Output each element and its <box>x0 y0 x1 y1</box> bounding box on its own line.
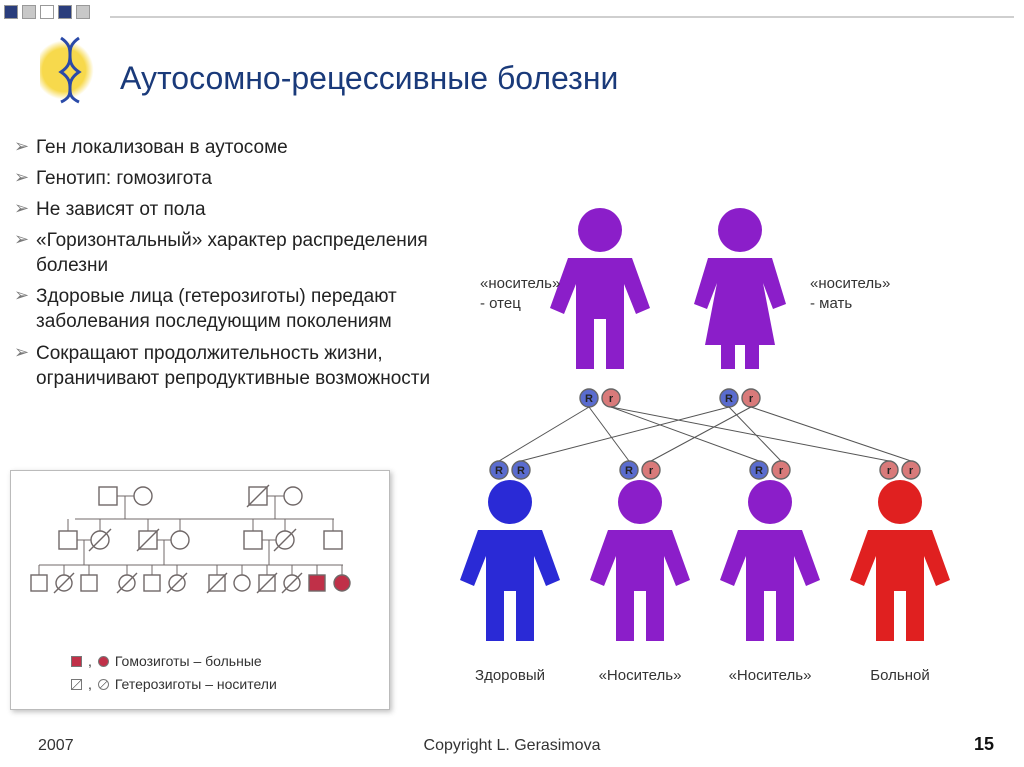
legend-square-half <box>71 679 82 690</box>
legend-circle-filled <box>98 656 109 667</box>
svg-text:R: R <box>725 393 733 405</box>
svg-text:«Носитель»: «Носитель» <box>599 667 682 684</box>
legend-text-2: Гетерозиготы – носители <box>115 674 277 695</box>
svg-text:r: r <box>909 465 914 477</box>
svg-text:«носитель»: «носитель» <box>810 275 890 292</box>
footer-page-number: 15 <box>974 734 994 755</box>
svg-text:r: r <box>649 465 654 477</box>
svg-text:R: R <box>625 465 633 477</box>
svg-text:«Носитель»: «Носитель» <box>729 667 812 684</box>
svg-text:- мать: - мать <box>810 295 852 312</box>
svg-text:r: r <box>887 465 892 477</box>
svg-text:Здоровый: Здоровый <box>475 667 545 684</box>
svg-text:r: r <box>779 465 784 477</box>
svg-text:- отец: - отец <box>480 295 521 312</box>
legend-text-1: Гомозиготы – больные <box>115 651 262 672</box>
svg-text:r: r <box>749 393 754 405</box>
svg-text:«носитель»: «носитель» <box>480 275 560 292</box>
svg-text:r: r <box>609 393 614 405</box>
legend-square-filled <box>71 656 82 667</box>
legend-circle-half <box>98 679 109 690</box>
pedigree-chart: , Гомозиготы – больные , Гетерозиготы – … <box>10 470 390 710</box>
footer-copyright: Copyright L. Gerasimova <box>0 737 1024 755</box>
svg-text:R: R <box>585 393 593 405</box>
svg-text:R: R <box>517 465 525 477</box>
svg-text:Больной: Больной <box>870 667 929 684</box>
svg-text:R: R <box>495 465 503 477</box>
svg-text:R: R <box>755 465 763 477</box>
pedigree-legend: , Гомозиготы – больные , Гетерозиготы – … <box>71 651 277 697</box>
